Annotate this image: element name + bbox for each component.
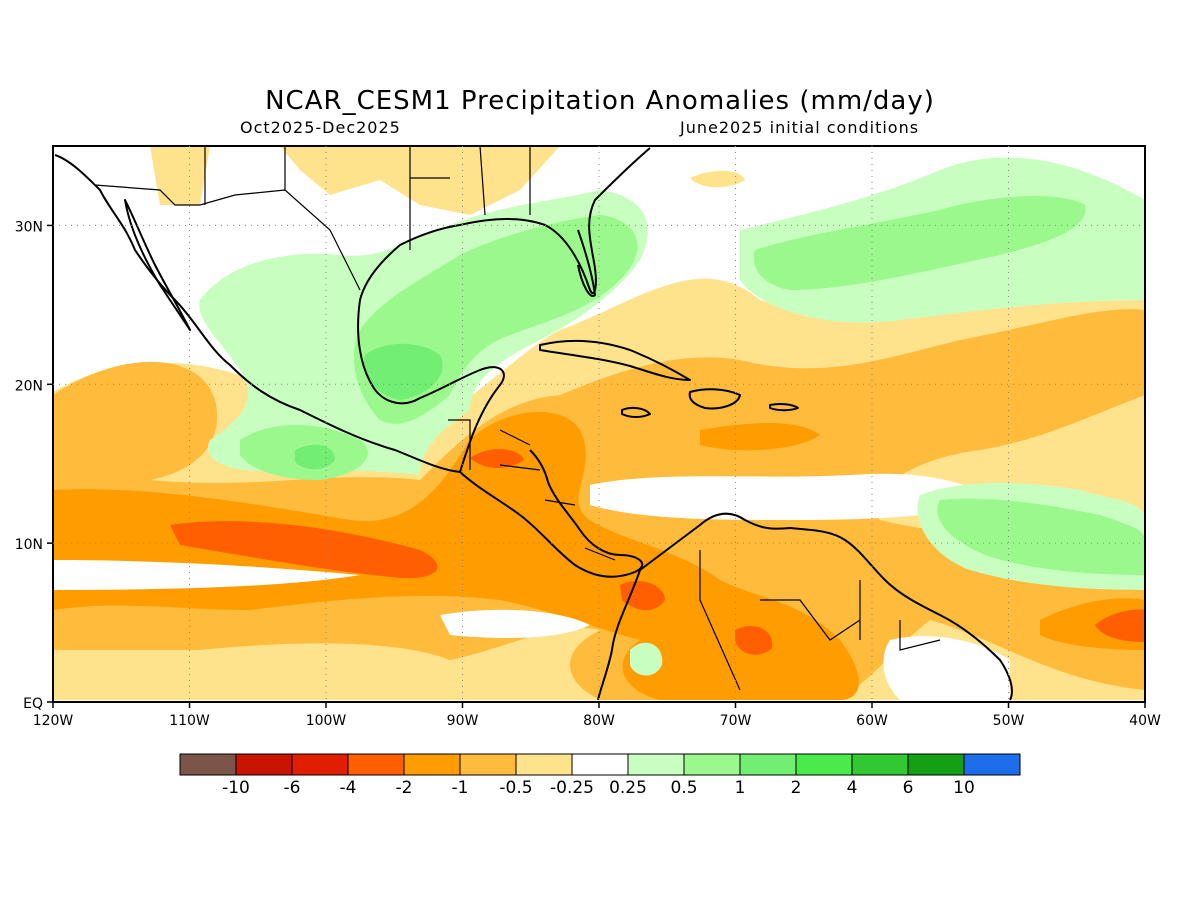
colorbar-label: -1 (452, 778, 469, 798)
colorbar-swatch (739, 753, 797, 776)
neutral-region (53, 560, 360, 590)
dry-max-region (735, 626, 773, 655)
colorbar-label: 0.25 (609, 778, 647, 798)
country-borders (94, 146, 941, 691)
dry-max-region (170, 521, 438, 579)
colorbar-swatch (235, 753, 293, 776)
x-tick-label: 50W (993, 713, 1025, 729)
axis-ticks: 120W 110W 100W 90W 80W 70W 60W 50W 40W EQ 10N 20N 30… (15, 219, 1161, 729)
x-tick-label: 40W (1129, 713, 1161, 729)
colorbar-label: -0.5 (499, 778, 532, 798)
season-label: Oct2025-Dec2025 (240, 118, 401, 137)
colorbar-label: -6 (284, 778, 301, 798)
coastlines (54, 147, 1013, 701)
wet-strong-region (364, 343, 443, 400)
colorbar-swatch (459, 753, 517, 776)
colorbar-swatch (179, 753, 237, 776)
colorbar-swatch (515, 753, 573, 776)
colorbar-label: -2 (396, 778, 413, 798)
colorbar-swatch (347, 753, 405, 776)
colorbar-swatch (571, 753, 629, 776)
colorbar-swatch (907, 753, 965, 776)
neutral-region (883, 636, 1010, 700)
hispaniola (688, 388, 741, 410)
colorbar-label: 1 (735, 778, 746, 798)
x-tick-label: 80W (583, 713, 615, 729)
map-title: NCAR_CESM1 Precipitation Anomalies (mm/d… (265, 86, 935, 116)
y-tick-label: 30N (15, 219, 43, 235)
central-america-borders (448, 419, 616, 561)
colorbar-swatch (963, 753, 1021, 776)
colorbar-label: 2 (791, 778, 802, 798)
colorbar-label: 6 (903, 778, 914, 798)
x-tick-label: 70W (720, 713, 752, 729)
y-tick-label: 20N (15, 378, 43, 394)
wet-light-region (630, 642, 663, 676)
y-tick-label: EQ (23, 696, 43, 712)
colorbar-swatch (795, 753, 853, 776)
puerto-rico (769, 403, 799, 412)
colorbar-swatch (403, 753, 461, 776)
baja-california (124, 199, 191, 331)
dry-max-region (470, 449, 524, 468)
us-state-borders (204, 146, 531, 250)
initial-conditions-label: June2025 initial conditions (680, 118, 920, 137)
central-america-coast (459, 449, 644, 578)
cuba (539, 339, 691, 381)
south-america-west-coast (597, 569, 641, 701)
dry-max-region (1095, 609, 1145, 642)
colorbar-label: -4 (340, 778, 357, 798)
dry-light-region (690, 170, 745, 188)
dry-light-region (150, 146, 210, 205)
x-tick-label: 110W (169, 713, 210, 729)
dry-strong-region (53, 411, 859, 700)
south-america-coast (639, 512, 1013, 701)
us-mexico-border (94, 184, 361, 291)
jamaica (621, 406, 651, 418)
dry-max-region (620, 580, 665, 611)
colorbar-swatch (683, 753, 741, 776)
wet-mid-region (753, 195, 1086, 290)
neutral-region (590, 473, 1000, 520)
colorbar-swatch (291, 753, 349, 776)
colorbar-label: 4 (847, 778, 858, 798)
neutral-region (440, 609, 590, 638)
colorbar-label: -10 (222, 778, 250, 798)
mexico-coastline (54, 147, 651, 473)
x-tick-label: 60W (856, 713, 888, 729)
x-tick-label: 90W (447, 713, 479, 729)
x-tick-label: 120W (33, 713, 74, 729)
south-america-borders (699, 550, 941, 691)
y-tick-label: 10N (15, 537, 43, 553)
colorbar-label: -0.25 (550, 778, 594, 798)
gridlines (53, 146, 1145, 702)
colorbar: -10 -6 -4 -2 -1 -0.5 -0.25 0.25 0.5 1 2 4 6 10 (179, 753, 1021, 798)
florida (577, 229, 596, 297)
colorbar-label: 10 (953, 778, 975, 798)
colorbar-label: 0.5 (670, 778, 697, 798)
wet-mid-region (937, 498, 1145, 575)
dry-light-region (280, 146, 560, 215)
colorbar-swatch (627, 753, 685, 776)
x-tick-label: 100W (306, 713, 347, 729)
colorbar-swatch (851, 753, 909, 776)
dry-strong-region (700, 423, 820, 451)
wet-strong-region (295, 444, 335, 470)
